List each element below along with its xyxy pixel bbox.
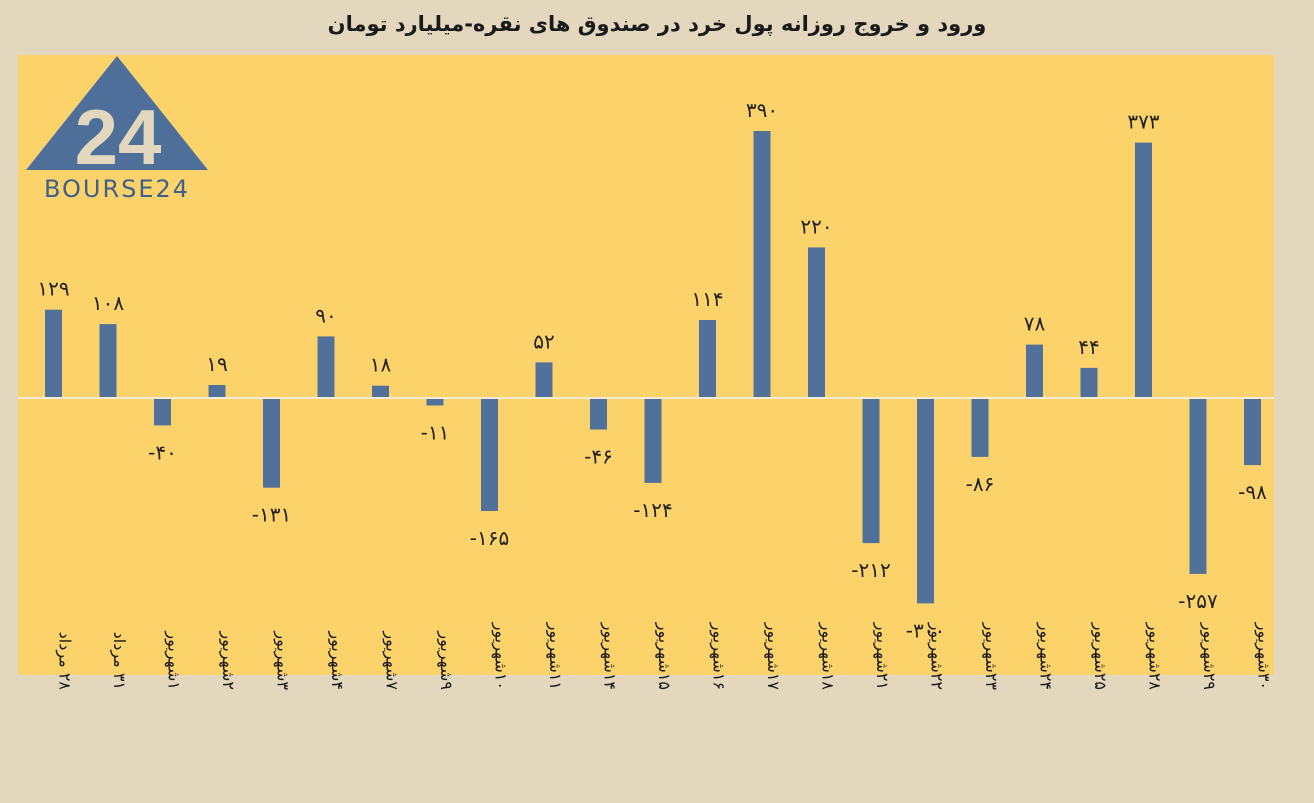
logo-mark: 24 xyxy=(75,93,162,181)
value-label-22: -۹۸ xyxy=(1238,480,1267,504)
category-label-22: ۳۰شهریور xyxy=(1254,622,1274,690)
value-label-10: -۴۶ xyxy=(584,445,613,469)
chart-title: ورود و خروج روزانه پول خرد در صندوق های … xyxy=(327,12,987,36)
value-label-5: ۹۰ xyxy=(315,303,336,327)
bar-22 xyxy=(1244,398,1261,466)
value-label-1: ۱۰۸ xyxy=(92,291,124,315)
value-label-15: -۲۱۲ xyxy=(851,558,890,582)
value-labels-layer: ۱۲۹ ۱۰۸ -۴۰ ۱۹ -۱۳۱ ۹۰ ۱۸ -۱۱ -۱۶۵ ۵۲ -۴۶ -۱۲۴ ۱۱۴ ۳۹… xyxy=(37,98,1267,642)
bar-2 xyxy=(154,398,171,426)
category-label-4: ۳شهریور xyxy=(273,630,293,690)
value-label-0: ۱۲۹ xyxy=(37,277,69,301)
category-label-5: ۴شهریور xyxy=(327,630,347,690)
bar-12 xyxy=(699,320,716,398)
bar-16 xyxy=(917,398,934,604)
value-label-8: -۱۶۵ xyxy=(470,526,509,550)
bar-7 xyxy=(426,398,444,406)
bars-layer xyxy=(45,131,1261,604)
bar-9 xyxy=(535,362,553,398)
bar-14 xyxy=(808,247,825,398)
value-label-3: ۱۹ xyxy=(206,352,227,376)
category-label-20: ۲۸شهریور xyxy=(1145,622,1165,691)
category-labels-layer: ۲۸ مرداد ۳۱ مرداد ۱شهریور ۲شهریور ۳شهریور ۴شه… xyxy=(55,622,1274,691)
bar-5 xyxy=(317,336,335,398)
value-label-16: -۳۰۰ xyxy=(906,618,945,642)
value-label-12: ۱۱۴ xyxy=(691,287,723,311)
value-label-9: ۵۲ xyxy=(533,329,554,353)
category-label-17: ۲۳شهریور xyxy=(981,622,1001,691)
category-label-15: ۲۱شهریور xyxy=(872,622,892,690)
value-label-7: -۱۱ xyxy=(421,421,450,445)
value-label-19: ۴۴ xyxy=(1078,335,1099,359)
bar-6 xyxy=(372,385,389,398)
category-label-6: ۷شهریور xyxy=(382,630,402,690)
bar-20 xyxy=(1135,142,1152,398)
category-label-19: ۲۵شهریور xyxy=(1090,622,1110,690)
category-label-11: ۱۵شهریور xyxy=(654,622,674,690)
bar-3 xyxy=(208,385,226,398)
value-label-17: -۸۶ xyxy=(966,472,995,496)
bar-21 xyxy=(1189,398,1207,574)
bar-13 xyxy=(753,131,771,398)
value-label-11: -۱۲۴ xyxy=(633,498,672,522)
bar-19 xyxy=(1080,367,1098,398)
category-label-16: ۲۲شهریور xyxy=(927,622,947,690)
bar-17 xyxy=(971,398,989,457)
value-label-18: ۷۸ xyxy=(1024,312,1046,336)
category-label-3: ۲شهریور xyxy=(218,630,238,690)
bar-11 xyxy=(644,398,662,483)
category-label-21: ۲۹شهریور xyxy=(1199,622,1219,690)
category-label-9: ۱۱شهریور xyxy=(545,622,565,690)
bar-10 xyxy=(590,398,607,430)
bourse24-logo: 24 BOURSE24 xyxy=(26,56,208,203)
value-label-20: ۳۷۳ xyxy=(1127,110,1159,134)
value-label-2: -۴۰ xyxy=(148,440,177,464)
category-label-12: ۱۶شهریور xyxy=(709,622,729,690)
bar-4 xyxy=(263,398,280,488)
bar-18 xyxy=(1026,344,1043,398)
category-label-7: ۹شهریور xyxy=(436,630,456,690)
category-label-10: ۱۴شهریور xyxy=(600,622,620,690)
bar-1 xyxy=(99,324,117,398)
bar-8 xyxy=(481,398,498,511)
logo-triangle xyxy=(26,56,208,170)
value-label-21: -۲۵۷ xyxy=(1178,589,1218,613)
category-label-14: ۱۸شهریور xyxy=(818,622,838,691)
bar-0 xyxy=(45,309,62,398)
value-label-6: ۱۸ xyxy=(370,353,392,377)
value-label-13: ۳۹۰ xyxy=(746,98,778,122)
logo-wordmark: BOURSE24 xyxy=(44,175,190,203)
plot-area xyxy=(18,55,1274,675)
bar-15 xyxy=(862,398,880,544)
category-label-13: ۱۷شهریور xyxy=(763,622,783,691)
value-label-4: -۱۳۱ xyxy=(252,503,291,527)
category-label-2: ۱شهریور xyxy=(164,630,184,690)
category-label-8: ۱۰شهریور xyxy=(491,622,511,690)
value-label-14: ۲۲۰ xyxy=(800,214,832,238)
category-label-18: ۲۴شهریور xyxy=(1036,622,1056,690)
category-label-0: ۲۸ مرداد xyxy=(55,632,75,691)
category-label-1: ۳۱ مرداد xyxy=(109,632,129,690)
